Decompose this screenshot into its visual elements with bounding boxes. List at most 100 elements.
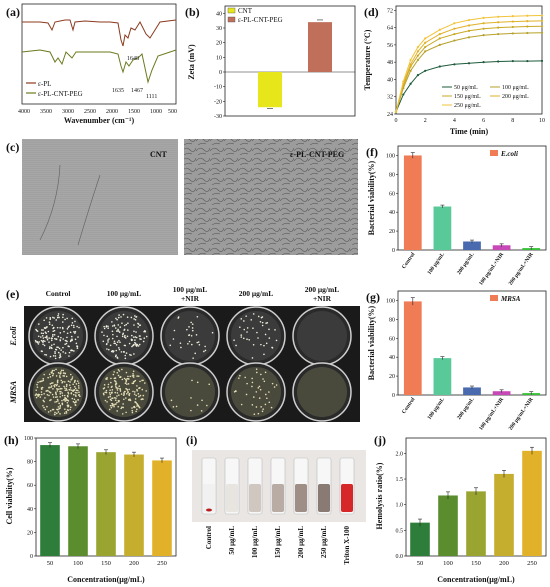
- colony: [65, 412, 68, 414]
- colony: [118, 339, 120, 342]
- colony: [59, 404, 62, 407]
- colony: [169, 344, 172, 347]
- colony: [56, 381, 59, 384]
- y-tick-label: 60: [389, 191, 395, 197]
- colony: [77, 394, 80, 396]
- series-point: [438, 43, 441, 46]
- colony: [111, 325, 114, 327]
- panel-e-plate-images: (e) Control 100 μg/mL 100 μg/mL +NIR 200…: [0, 282, 360, 422]
- colony: [107, 386, 110, 388]
- colony: [55, 396, 57, 399]
- agar: [99, 311, 149, 361]
- colony: [116, 392, 119, 394]
- colony: [47, 411, 50, 413]
- colony: [72, 383, 74, 386]
- colony: [255, 406, 258, 408]
- series-point: [453, 27, 456, 30]
- colony: [43, 319, 45, 322]
- colony: [103, 384, 106, 386]
- colony: [77, 336, 79, 338]
- colony: [42, 332, 45, 335]
- colony: [48, 347, 51, 350]
- y-tick-labels: 0 20 40 60 80 100: [386, 298, 398, 399]
- colony: [268, 391, 270, 393]
- colony: [106, 348, 108, 350]
- x-tick-label: 100: [443, 560, 453, 567]
- colony: [42, 337, 45, 339]
- colony: [76, 347, 79, 349]
- colony: [44, 397, 46, 399]
- colony: [110, 381, 112, 384]
- colony: [191, 327, 194, 329]
- series-point: [467, 62, 471, 65]
- colony: [117, 369, 120, 371]
- tube-label: 100 μg/mL: [251, 526, 259, 558]
- colony: [57, 406, 60, 408]
- colony: [196, 315, 199, 318]
- colony: [53, 369, 55, 372]
- y-tick-label: 0.5: [396, 528, 404, 534]
- colony: [73, 389, 76, 391]
- colony: [246, 331, 248, 333]
- colony: [52, 388, 54, 390]
- colony: [123, 336, 126, 338]
- x-tick: 500: [168, 109, 177, 115]
- colony: [49, 355, 52, 358]
- colony: [55, 368, 57, 371]
- colony: [102, 392, 105, 395]
- colony: [115, 387, 118, 389]
- colony: [61, 402, 64, 405]
- colony: [47, 376, 49, 379]
- colony: [54, 411, 56, 414]
- colony: [134, 342, 137, 345]
- colony: [70, 335, 73, 338]
- colony: [122, 313, 125, 316]
- x-tick-label: 50: [417, 560, 424, 567]
- colony: [42, 399, 45, 402]
- y-tick-label: 72: [387, 8, 393, 14]
- colony: [111, 389, 114, 391]
- colony: [43, 344, 46, 347]
- colony: [51, 393, 54, 396]
- colony: [69, 331, 72, 334]
- colony: [59, 354, 61, 357]
- series-point: [424, 69, 427, 72]
- y-tick-label: 100: [386, 153, 395, 159]
- bar: [463, 387, 481, 395]
- colony: [48, 321, 51, 323]
- colony: [255, 391, 258, 393]
- x-tick-label: 100 μg/mL+NIR: [478, 396, 506, 430]
- colony: [240, 318, 243, 320]
- series-point: [497, 15, 500, 18]
- colony: [235, 390, 237, 393]
- colony: [73, 398, 76, 401]
- colony: [54, 348, 57, 351]
- colony: [117, 330, 119, 332]
- series-point: [526, 25, 529, 28]
- x-tick: 3000: [62, 109, 74, 115]
- colony: [125, 323, 128, 326]
- legend-mrsa: MRSA: [500, 295, 521, 303]
- colony: [105, 326, 108, 328]
- colony: [72, 324, 75, 327]
- colony: [118, 394, 120, 396]
- series-point: [438, 65, 441, 68]
- bars-group: [258, 19, 332, 109]
- y-tick-label: 30: [216, 26, 222, 32]
- colony: [256, 331, 258, 334]
- colony: [128, 388, 130, 391]
- colony: [110, 406, 113, 409]
- colony: [57, 346, 59, 349]
- agar: [165, 311, 215, 361]
- colony: [73, 381, 76, 384]
- colony: [64, 389, 67, 392]
- colony: [60, 387, 63, 390]
- colony: [48, 323, 51, 326]
- colony: [118, 348, 121, 351]
- colony: [77, 398, 79, 401]
- colony: [71, 377, 73, 380]
- colony: [103, 325, 105, 328]
- colony: [35, 328, 37, 331]
- colony: [116, 341, 119, 343]
